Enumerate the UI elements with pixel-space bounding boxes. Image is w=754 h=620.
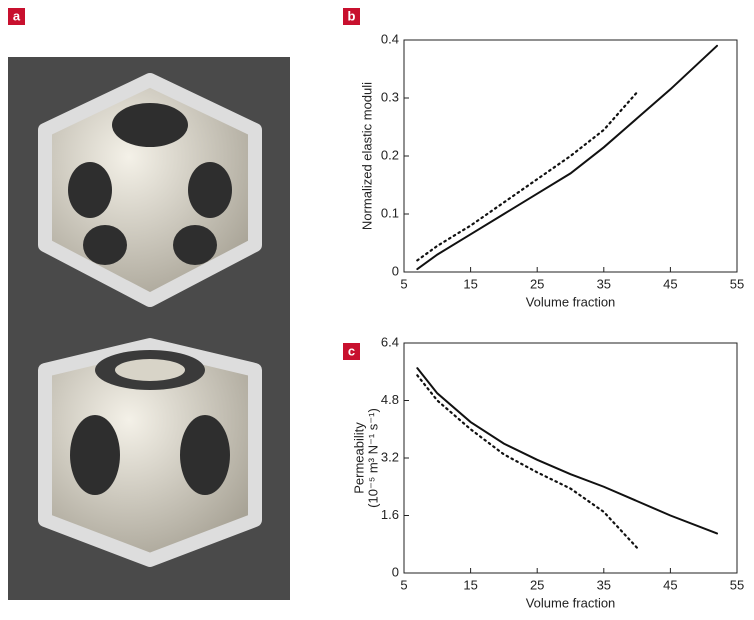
x-tick-label: 45: [663, 577, 677, 592]
y-axis-label: Normalized elastic moduli: [359, 82, 374, 230]
x-tick-label: 35: [597, 276, 611, 291]
y-axis-unit: (10⁻⁵ m³ N⁻¹ s⁻¹): [365, 408, 380, 508]
render-image: [8, 57, 290, 600]
y-tick-label: 3.2: [381, 449, 399, 464]
plot-frame: [404, 343, 737, 573]
y-tick-label: 0.1: [381, 205, 399, 220]
x-axis-label: Volume fraction: [526, 294, 616, 309]
x-tick-label: 5: [400, 577, 407, 592]
y-tick-label: 6.4: [381, 334, 399, 349]
data-line: [417, 92, 637, 260]
x-tick-label: 25: [530, 577, 544, 592]
panel-label: c: [348, 343, 355, 358]
x-tick-label: 25: [530, 276, 544, 291]
x-tick-label: 5: [400, 276, 407, 291]
figure: a b 0 0.1 0.2 0.3 0.4 5 15 25 35 45 55 Volume fracti…: [0, 0, 754, 615]
panel-label: b: [348, 8, 356, 23]
data-line: [417, 368, 717, 533]
x-tick-label: 55: [730, 276, 744, 291]
x-tick-label: 45: [663, 276, 677, 291]
y-tick-label: 0: [392, 564, 399, 579]
y-tick-label: 0.4: [381, 31, 399, 46]
y-tick-label: 0.3: [381, 89, 399, 104]
x-axis-label: Volume fraction: [526, 595, 616, 610]
y-axis-label: Permeability: [351, 422, 366, 494]
data-line: [417, 375, 637, 548]
y-tick-label: 1.6: [381, 507, 399, 522]
y-tick-label: 0: [392, 263, 399, 278]
x-tick-label: 15: [463, 577, 477, 592]
panel-label: a: [13, 8, 21, 23]
x-tick-label: 55: [730, 577, 744, 592]
y-tick-label: 0.2: [381, 147, 399, 162]
x-tick-label: 15: [463, 276, 477, 291]
x-tick-label: 35: [597, 577, 611, 592]
y-tick-label: 4.8: [381, 392, 399, 407]
